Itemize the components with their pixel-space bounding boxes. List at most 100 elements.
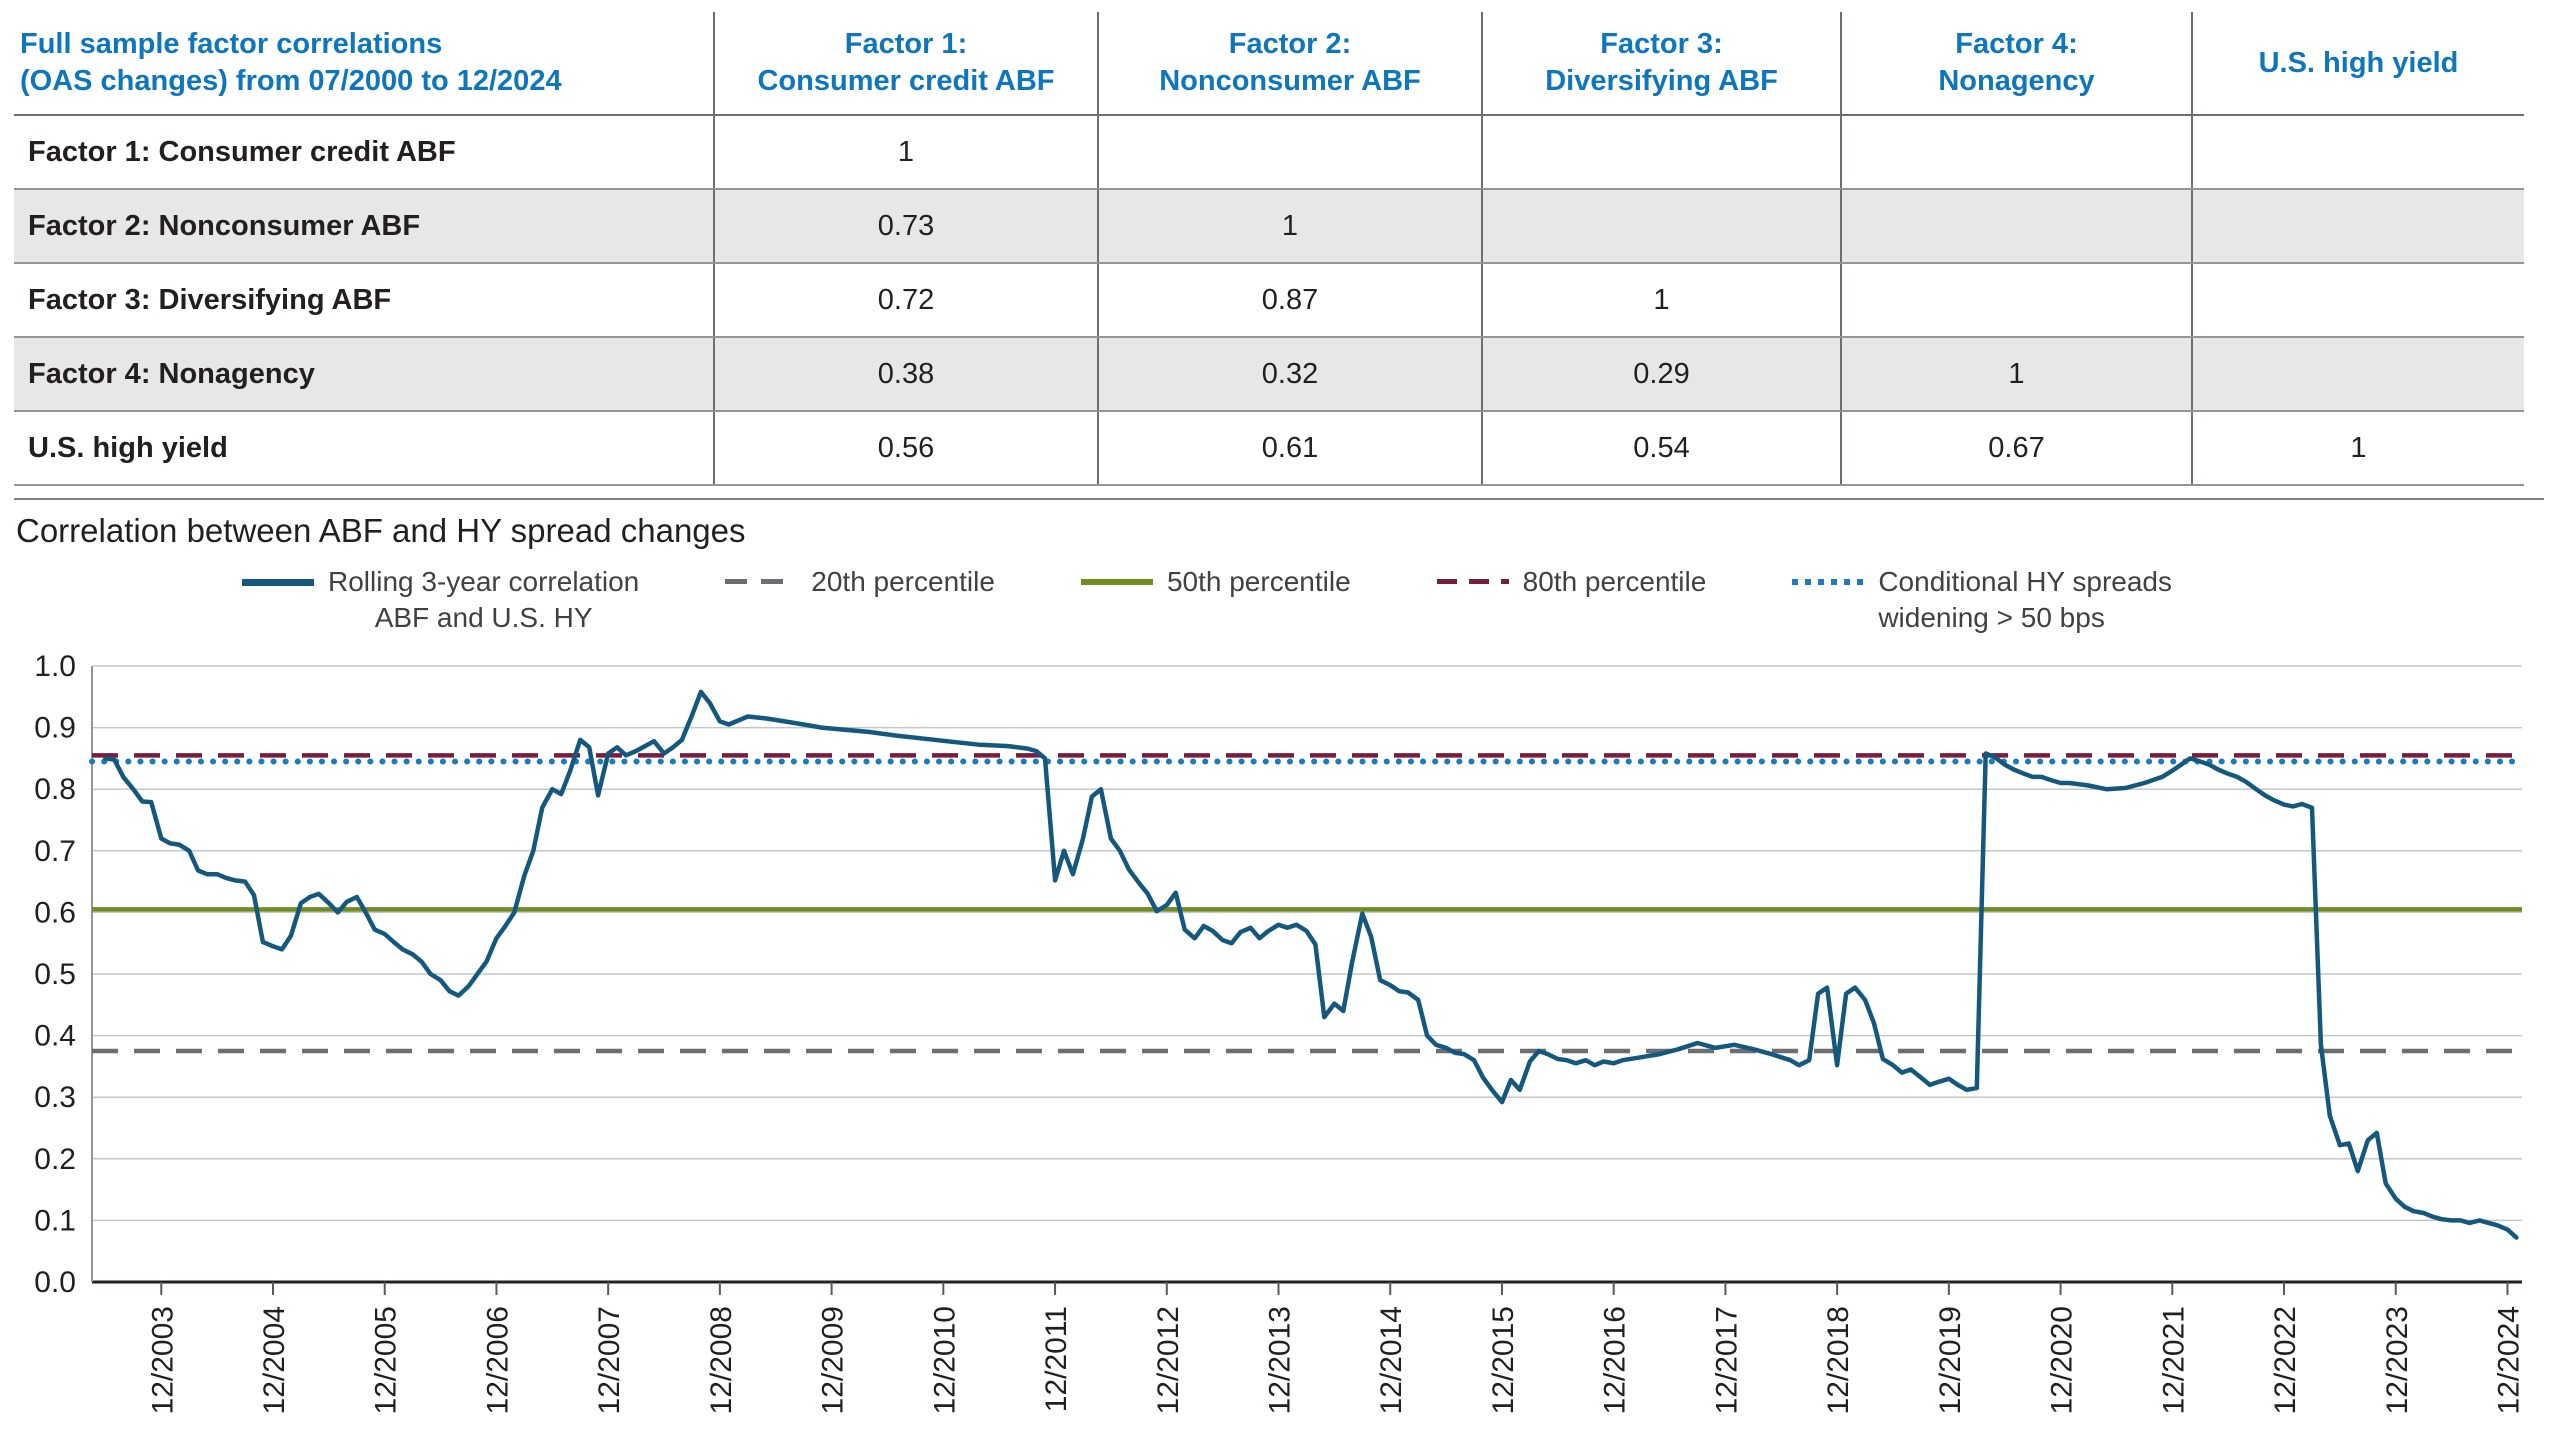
correlation-value: 0.72 (713, 263, 1098, 338)
svg-text:12/2007: 12/2007 (593, 1306, 626, 1414)
solid-line-swatch-icon (1080, 579, 1153, 585)
chart-title: Correlation between ABF and HY spread ch… (16, 512, 746, 549)
correlation-value: 0.32 (1097, 337, 1482, 412)
legend-item-rolling-correlation: Rolling 3-year correlation ABF and U.S. … (242, 564, 639, 636)
table-row: Factor 2: Nonconsumer ABF 0.73 1 (14, 189, 2524, 264)
legend-label: 20th percentile (811, 566, 995, 597)
svg-text:12/2023: 12/2023 (2381, 1306, 2414, 1414)
column-header-factor4: Factor 4: Nonagency (1840, 12, 2192, 116)
svg-text:0.7: 0.7 (34, 835, 76, 868)
correlation-value (1481, 115, 1841, 190)
svg-text:12/2021: 12/2021 (2157, 1306, 2190, 1414)
svg-text:12/2005: 12/2005 (370, 1306, 403, 1414)
chart-legend: Rolling 3-year correlation ABF and U.S. … (242, 564, 2544, 636)
svg-text:0.0: 0.0 (34, 1266, 76, 1299)
table-header-row: Full sample factor correlations (OAS cha… (14, 12, 2524, 116)
section-divider (14, 498, 2544, 500)
svg-text:0.4: 0.4 (34, 1020, 76, 1053)
row-label: U.S. high yield (14, 411, 714, 486)
svg-text:12/2017: 12/2017 (1710, 1306, 1743, 1414)
table-row: Factor 3: Diversifying ABF 0.72 0.87 1 (14, 263, 2524, 338)
correlation-value (2191, 337, 2524, 412)
correlation-value: 0.38 (713, 337, 1098, 412)
legend-item-conditional-hy-spreads: Conditional HY spreads widening > 50 bps (1792, 564, 2172, 636)
legend-item-20th-percentile: 20th percentile (725, 564, 995, 600)
correlation-value (2191, 115, 2524, 190)
svg-text:12/2003: 12/2003 (146, 1306, 179, 1414)
dashed-line-swatch-icon (1436, 579, 1509, 584)
correlation-chart-svg: 0.0 0.1 0.2 0.3 0.4 0.5 0.6 0.7 0.8 0.9 1.0 12/2003… (34, 650, 2525, 1414)
dashed-line-swatch-icon (725, 579, 798, 584)
column-header-factor3: Factor 3: Diversifying ABF (1481, 12, 1841, 116)
svg-text:0.6: 0.6 (34, 896, 76, 929)
correlation-value: 0.61 (1097, 411, 1482, 486)
dotted-line-swatch-icon (1792, 579, 1865, 585)
svg-text:12/2014: 12/2014 (1375, 1306, 1408, 1414)
factor-correlation-table: Full sample factor correlations (OAS cha… (14, 12, 2524, 486)
row-label: Factor 2: Nonconsumer ABF (14, 189, 714, 264)
svg-text:12/2010: 12/2010 (928, 1306, 961, 1414)
table-title: Full sample factor correlations (OAS cha… (14, 12, 714, 116)
svg-text:1.0: 1.0 (34, 650, 76, 683)
correlation-value (1840, 263, 2192, 338)
svg-text:12/2015: 12/2015 (1487, 1306, 1520, 1414)
svg-text:12/2009: 12/2009 (817, 1306, 850, 1414)
legend-item-80th-percentile: 80th percentile (1436, 564, 1707, 600)
correlation-value (1840, 115, 2192, 190)
correlation-value (2191, 189, 2524, 264)
legend-sublabel: ABF and U.S. HY (374, 602, 593, 633)
correlation-value (1481, 189, 1841, 264)
correlation-value: 0.87 (1097, 263, 1482, 338)
legend-label: Conditional HY spreads (1878, 566, 2172, 597)
svg-text:12/2004: 12/2004 (258, 1306, 291, 1414)
correlation-value: 1 (1481, 263, 1841, 338)
solid-line-swatch-icon (242, 579, 314, 586)
svg-text:12/2008: 12/2008 (705, 1306, 738, 1414)
svg-text:12/2006: 12/2006 (481, 1306, 514, 1414)
table-row: Factor 1: Consumer credit ABF 1 (14, 115, 2524, 190)
table-title-line1: Full sample factor correlations (20, 28, 443, 60)
table-row: U.S. high yield 0.56 0.61 0.54 0.67 1 (14, 411, 2524, 486)
row-label: Factor 3: Diversifying ABF (14, 263, 714, 338)
svg-text:12/2022: 12/2022 (2269, 1306, 2302, 1414)
row-label: Factor 4: Nonagency (14, 337, 714, 412)
correlation-value (1097, 115, 1482, 190)
svg-text:12/2024: 12/2024 (2492, 1306, 2525, 1414)
svg-text:0.9: 0.9 (34, 712, 76, 745)
table-row: Factor 4: Nonagency 0.38 0.32 0.29 1 (14, 337, 2524, 412)
correlation-value (1840, 189, 2192, 264)
legend-sublabel: widening > 50 bps (1878, 602, 2105, 633)
correlation-value: 0.54 (1481, 411, 1841, 486)
correlation-value (2191, 263, 2524, 338)
column-header-us-high-yield: U.S. high yield (2191, 12, 2524, 116)
svg-text:12/2019: 12/2019 (1934, 1306, 1967, 1414)
column-header-factor2: Factor 2: Nonconsumer ABF (1097, 12, 1482, 116)
column-header-factor1: Factor 1: Consumer credit ABF (713, 12, 1098, 116)
legend-label: 80th percentile (1522, 566, 1707, 597)
svg-text:12/2011: 12/2011 (1040, 1306, 1073, 1412)
svg-text:0.8: 0.8 (34, 773, 76, 806)
correlation-value: 0.29 (1481, 337, 1841, 412)
legend-label: Rolling 3-year correlation (328, 566, 640, 597)
correlation-value: 1 (1840, 337, 2192, 412)
legend-label: 50th percentile (1166, 566, 1351, 597)
row-label: Factor 1: Consumer credit ABF (14, 115, 714, 190)
correlation-value: 0.73 (713, 189, 1098, 264)
legend-item-50th-percentile: 50th percentile (1080, 564, 1351, 600)
correlation-value: 1 (2191, 411, 2524, 486)
svg-text:0.1: 0.1 (34, 1204, 76, 1237)
svg-text:12/2020: 12/2020 (2046, 1306, 2079, 1414)
svg-text:12/2018: 12/2018 (1822, 1306, 1855, 1414)
svg-text:0.2: 0.2 (34, 1143, 76, 1176)
correlation-value: 0.67 (1840, 411, 2192, 486)
table-title-line2: (OAS changes) from 07/2000 to 12/2024 (20, 65, 562, 97)
correlation-value: 1 (713, 115, 1098, 190)
correlation-value: 1 (1097, 189, 1482, 264)
svg-text:0.5: 0.5 (34, 958, 76, 991)
correlation-value: 0.56 (713, 411, 1098, 486)
svg-text:12/2016: 12/2016 (1599, 1306, 1632, 1414)
svg-text:12/2013: 12/2013 (1264, 1306, 1297, 1414)
svg-text:0.3: 0.3 (34, 1081, 76, 1114)
svg-text:12/2012: 12/2012 (1152, 1306, 1185, 1414)
correlation-chart: 0.0 0.1 0.2 0.3 0.4 0.5 0.6 0.7 0.8 0.9 1.0 12/2003… (14, 642, 2544, 1447)
